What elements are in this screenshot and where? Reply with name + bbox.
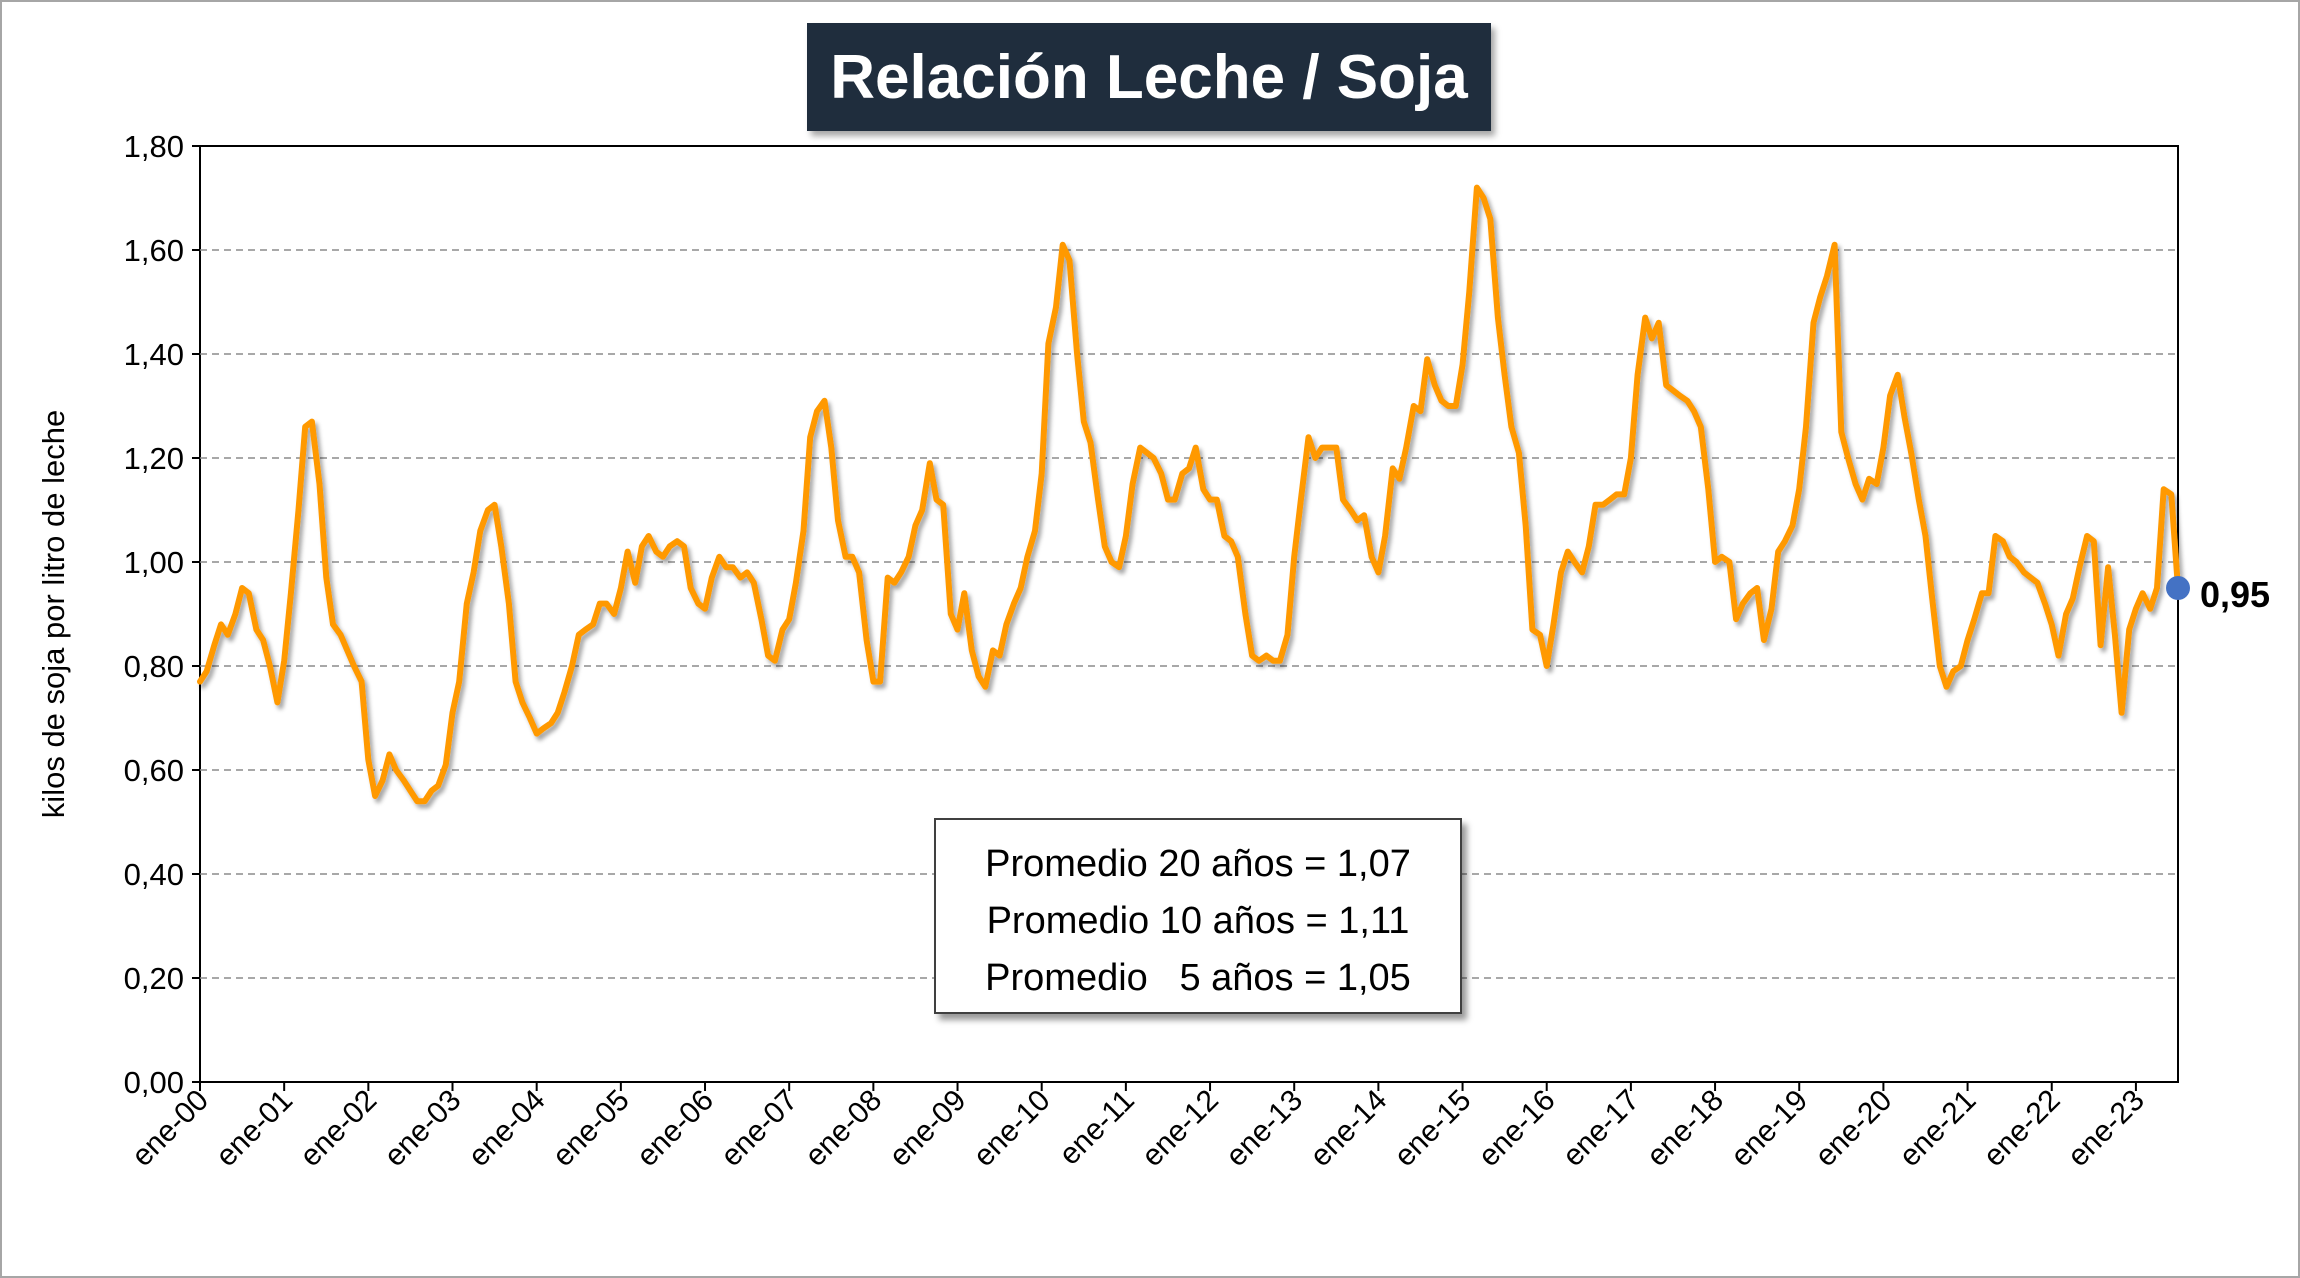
series-line [197,184,2181,805]
x-tick-label: ene-23 [2061,1084,2150,1173]
y-tick-label: 0,80 [124,649,184,684]
y-tick-label: 0,60 [124,753,184,788]
x-tick-label: ene-16 [1472,1084,1561,1173]
x-axis-ticks: ene-00ene-01ene-02ene-03ene-04ene-05ene-… [126,1082,2151,1173]
x-tick-label: ene-20 [1809,1084,1898,1173]
x-tick-label: ene-18 [1641,1084,1730,1173]
x-tick-label: ene-12 [1136,1084,1225,1173]
y-tick-label: 1,40 [124,337,184,372]
y-tick-label: 1,80 [124,129,184,164]
x-tick-label: ene-05 [546,1084,635,1173]
y-tick-label: 0,20 [124,961,184,996]
x-tick-label: ene-06 [631,1084,720,1173]
last-value-label: 0,95 [2200,574,2270,615]
y-tick-label: 0,00 [124,1065,184,1100]
x-tick-label: ene-17 [1556,1084,1645,1173]
x-tick-label: ene-04 [462,1084,551,1173]
x-tick-label: ene-13 [1220,1084,1309,1173]
y-tick-label: 1,00 [124,545,184,580]
chart-title: Relación Leche / Soja [807,23,1491,131]
series-group [197,184,2190,805]
averages-annotation: Promedio 20 años = 1,07 Promedio 10 años… [934,818,1462,1014]
last-value-marker [2166,576,2190,600]
average-5-years: Promedio 5 años = 1,05 [985,957,1411,999]
x-tick-label: ene-22 [1977,1084,2066,1173]
average-20-years: Promedio 20 años = 1,07 [985,843,1411,885]
x-tick-label: ene-01 [210,1084,299,1173]
x-tick-label: ene-03 [378,1084,467,1173]
x-tick-label: ene-07 [715,1084,804,1173]
y-axis-label: kilos de soja por litro de leche [36,410,71,818]
x-tick-label: ene-02 [294,1084,383,1173]
x-tick-label: ene-08 [799,1084,888,1173]
x-tick-label: ene-15 [1388,1084,1477,1173]
x-tick-label: ene-09 [883,1084,972,1173]
y-tick-label: 0,40 [124,857,184,892]
x-tick-label: ene-10 [967,1084,1056,1173]
y-axis-ticks: 0,00 0,20 0,40 0,60 0,80 1,00 1,20 1,40 1,60 1,80 [124,129,200,1100]
x-tick-label: ene-19 [1725,1084,1814,1173]
average-10-years: Promedio 10 años = 1,11 [986,900,1410,942]
x-tick-label: ene-14 [1304,1084,1393,1173]
x-tick-label: ene-11 [1053,1084,1141,1172]
y-tick-label: 1,20 [124,441,184,476]
y-tick-label: 1,60 [124,233,184,268]
x-tick-label: ene-21 [1893,1084,1982,1173]
